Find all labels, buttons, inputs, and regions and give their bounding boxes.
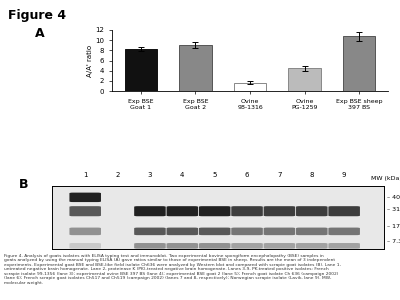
Text: A: A <box>35 27 44 40</box>
FancyBboxPatch shape <box>328 243 360 249</box>
Text: Figure 4. Analysis of goats isolates with ELISA typing test and immunoblot. Two : Figure 4. Analysis of goats isolates wit… <box>4 254 341 285</box>
Bar <box>234 82 266 91</box>
FancyBboxPatch shape <box>134 228 166 235</box>
FancyBboxPatch shape <box>264 206 295 216</box>
Text: – 40.7: – 40.7 <box>387 195 400 200</box>
Bar <box>124 49 157 91</box>
FancyBboxPatch shape <box>199 228 230 235</box>
FancyBboxPatch shape <box>199 243 230 249</box>
Text: 9: 9 <box>342 172 346 178</box>
FancyBboxPatch shape <box>264 228 295 235</box>
Text: 1: 1 <box>83 172 88 178</box>
FancyBboxPatch shape <box>328 206 360 216</box>
Text: Figure 4: Figure 4 <box>8 9 66 22</box>
FancyBboxPatch shape <box>296 228 328 235</box>
Bar <box>288 68 321 91</box>
Text: 5: 5 <box>212 172 217 178</box>
FancyBboxPatch shape <box>296 206 328 216</box>
Text: B: B <box>19 178 28 191</box>
FancyBboxPatch shape <box>231 243 263 249</box>
Text: 3: 3 <box>148 172 152 178</box>
Y-axis label: A/A' ratio: A/A' ratio <box>86 44 92 77</box>
Text: 8: 8 <box>310 172 314 178</box>
FancyBboxPatch shape <box>231 206 263 216</box>
FancyBboxPatch shape <box>134 243 166 249</box>
Bar <box>179 45 212 91</box>
FancyBboxPatch shape <box>199 206 230 216</box>
Text: – 17.5: – 17.5 <box>387 224 400 230</box>
Text: – 7.3: – 7.3 <box>387 239 400 244</box>
FancyBboxPatch shape <box>166 206 198 216</box>
FancyBboxPatch shape <box>70 206 101 216</box>
Text: – 31.5: – 31.5 <box>387 207 400 212</box>
Text: 2: 2 <box>115 172 120 178</box>
Text: 7: 7 <box>277 172 282 178</box>
FancyBboxPatch shape <box>166 228 198 235</box>
FancyBboxPatch shape <box>70 228 101 235</box>
FancyBboxPatch shape <box>166 243 198 249</box>
FancyBboxPatch shape <box>70 193 101 202</box>
FancyBboxPatch shape <box>134 206 166 216</box>
FancyBboxPatch shape <box>70 243 101 249</box>
Text: 6: 6 <box>245 172 249 178</box>
Text: MW (kDa): MW (kDa) <box>371 176 400 181</box>
FancyBboxPatch shape <box>231 228 263 235</box>
Bar <box>343 36 376 91</box>
FancyBboxPatch shape <box>328 228 360 235</box>
Text: 4: 4 <box>180 172 184 178</box>
FancyBboxPatch shape <box>296 243 328 249</box>
FancyBboxPatch shape <box>264 243 295 249</box>
